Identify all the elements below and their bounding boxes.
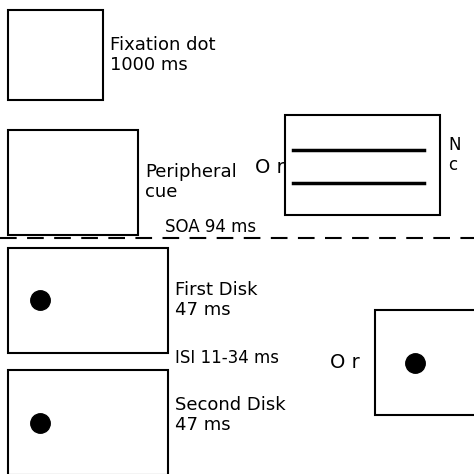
Text: N
c: N c	[448, 136, 461, 174]
Bar	[8, 370, 168, 474]
Bar	[8, 130, 138, 235]
Bar	[285, 115, 440, 215]
Bar	[8, 10, 103, 100]
Text: SOA 94 ms: SOA 94 ms	[165, 218, 256, 236]
Text: Peripheral
cue: Peripheral cue	[145, 163, 237, 201]
Text: O r: O r	[255, 157, 285, 176]
Text: ISI 11-34 ms: ISI 11-34 ms	[175, 349, 279, 367]
Bar	[375, 310, 474, 415]
Text: First Disk
47 ms: First Disk 47 ms	[175, 281, 257, 319]
Text: O r: O r	[330, 354, 360, 373]
Text: Fixation dot
1000 ms: Fixation dot 1000 ms	[110, 36, 216, 74]
Bar	[8, 248, 168, 353]
Text: Second Disk
47 ms: Second Disk 47 ms	[175, 396, 286, 434]
